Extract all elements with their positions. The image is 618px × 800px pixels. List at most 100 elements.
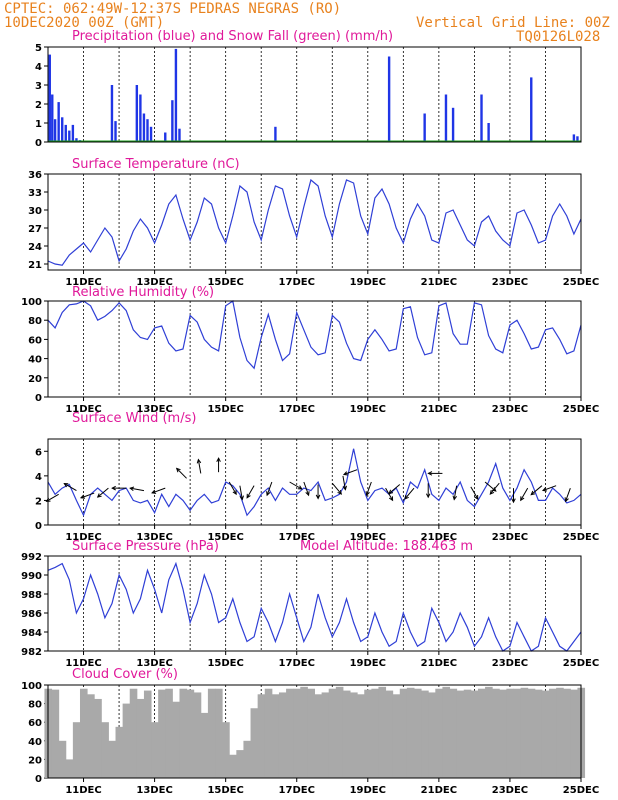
wind-arrow [541,485,557,492]
wind-arrow-shaft [385,487,393,501]
precip-bar [71,124,75,142]
cloud-bar [357,694,365,778]
precip-bar [75,138,78,142]
cloud-bar [477,688,486,778]
wind-arrow-shaft [303,481,310,496]
wind-arrow [266,481,273,497]
panel-title: Surface Pressure (hPa) [72,539,219,554]
wind-arrow-head [530,490,536,496]
wind-arrow [129,486,145,492]
x-tick-label: 21DEC [421,532,457,543]
cloud-bar [492,688,500,778]
cloud-bar [229,754,237,778]
y-tick-label: 36 [28,170,42,181]
cloud-bar [350,692,358,778]
cloud-bar [65,759,74,778]
precip-bar [480,94,483,142]
y-tick-label: 984 [21,628,42,639]
wind-arrow-head [266,491,271,497]
x-tick-label: 21DEC [421,658,457,669]
wind-arrow-head [111,485,116,491]
header-location: CPTEC: 062:49W-12:37S PEDRAS NEGRAS (RO) [4,1,341,17]
wind-arrow [303,481,310,497]
wind-arrow-head [337,489,343,495]
y-tick-label: 3 [35,81,42,92]
panel-4: Surface Pressure (hPa) Model Altitude: 18… [21,539,599,669]
y-tick-label: 40 [28,355,42,366]
wind-arrow-shaft [453,485,458,500]
precip-bar [164,132,167,142]
y-tick-label: 992 [21,552,42,563]
x-tick-label: 15DEC [207,532,243,543]
x-tick-label: 25DEC [563,658,599,669]
wind-arrow-shaft [46,493,59,502]
x-tick-label: 13DEC [136,404,172,415]
cloud-bar [413,688,422,778]
x-tick-label: 21DEC [421,785,457,796]
wind-arrow-head [404,494,409,500]
precip-bar [171,100,174,142]
wind-arrow-shaft [470,486,479,500]
cloud-bar [172,701,180,778]
y-tick-label: 60 [28,718,42,729]
panel-title: Surface Temperature (nC) [72,157,240,172]
y-tick-label: 2 [35,100,42,111]
cloud-bar [463,689,472,778]
wind-arrow [342,469,358,476]
wind-arrow [63,483,77,492]
y-tick-label: 4 [35,62,42,73]
x-tick-label: 15DEC [207,404,243,415]
cloud-bar [506,688,514,778]
x-tick-label: 23DEC [492,532,528,543]
cloud-bar [456,690,465,778]
cloud-bar [215,688,223,778]
wind-arrow [196,458,202,474]
cloud-bar [449,688,458,778]
cloud-bar [520,687,529,778]
wind-arrow-shaft [228,481,237,495]
wind-arrow-head [388,496,394,502]
cloud-bar [72,722,81,778]
header-code: TQ0126L028 [516,29,600,45]
wind-arrow [111,485,127,491]
wind-arrow-head [342,471,349,476]
cloud-bar [534,689,543,778]
wind-arrow [96,487,109,498]
x-tick-label: 11DEC [65,658,101,669]
cloud-bar [101,722,109,778]
panel-frame [47,173,582,271]
y-tick-label: 2 [35,496,42,507]
cloud-bar [271,694,280,778]
cloud-bar [115,726,124,778]
cloud-bar [314,694,323,778]
wind-arrow [511,488,516,504]
wind-arrow-head [297,485,303,490]
wind-arrow-shaft [342,475,346,490]
panel-5: Cloud Cover (%) 0 20 40 60 80 100 11DEC 13DEC 15D… [21,667,599,796]
wind-arrow-head [129,486,135,491]
wind-arrow [228,481,237,496]
wind-arrow-shaft [97,487,109,498]
wind-arrow-shaft [366,481,372,496]
y-tick-label: 988 [21,590,42,601]
cloud-bar [335,686,344,778]
precip-bar [487,123,490,142]
y-tick-label: 100 [21,297,42,308]
y-tick-label: 30 [28,206,42,217]
y-tick-label: 0 [35,393,42,404]
x-tick-label: 11DEC [65,277,101,288]
x-tick-label: 17DEC [279,658,315,669]
x-tick-label: 15DEC [207,277,243,288]
x-tick-label: 19DEC [350,658,386,669]
wind-arrow [564,487,571,503]
cloud-bar [58,740,67,778]
x-tick-label: 25DEC [563,532,599,543]
y-tick-label: 80 [28,700,42,711]
cloud-bar [499,689,507,778]
cloud-bar [293,688,301,778]
wind-arrow-shaft [151,487,166,494]
precip-bar [64,124,67,142]
wind-arrow-head [427,471,433,476]
precip-bar [142,113,146,142]
precip-bar [61,117,64,142]
